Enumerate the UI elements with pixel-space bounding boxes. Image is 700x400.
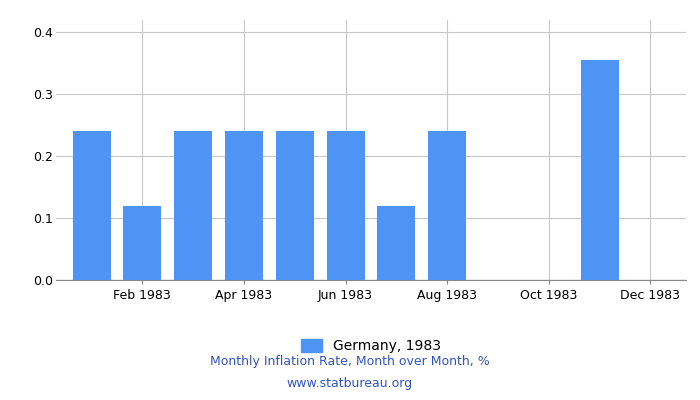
Text: Monthly Inflation Rate, Month over Month, %: Monthly Inflation Rate, Month over Month… bbox=[210, 356, 490, 368]
Bar bbox=[123, 206, 162, 280]
Bar bbox=[326, 132, 365, 280]
Bar bbox=[428, 132, 466, 280]
Text: www.statbureau.org: www.statbureau.org bbox=[287, 378, 413, 390]
Bar bbox=[377, 206, 416, 280]
Bar bbox=[225, 132, 263, 280]
Bar bbox=[276, 132, 314, 280]
Bar bbox=[174, 132, 212, 280]
Bar bbox=[580, 60, 619, 280]
Bar bbox=[73, 132, 111, 280]
Legend: Germany, 1983: Germany, 1983 bbox=[295, 334, 447, 359]
